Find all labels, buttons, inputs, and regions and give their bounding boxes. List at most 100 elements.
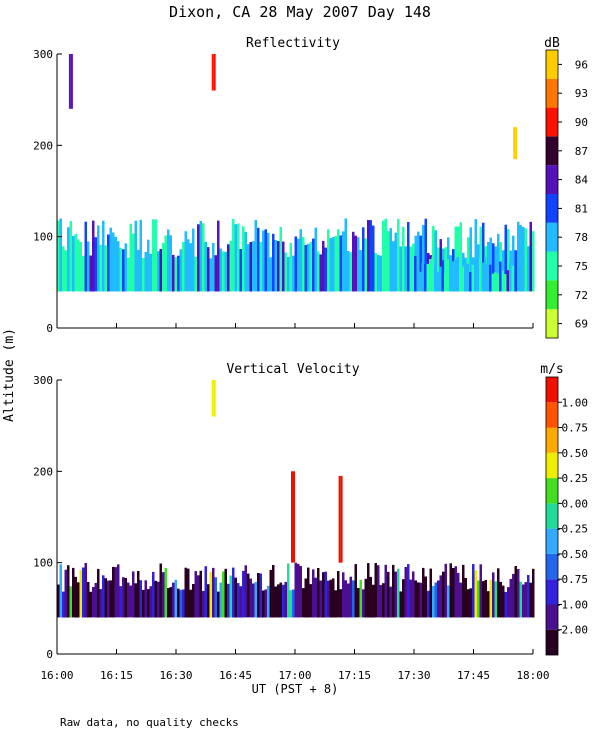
feature-0-cell — [352, 231, 355, 292]
feature-0-cell — [224, 251, 227, 292]
feature-1-cell — [469, 272, 472, 292]
feature-0-cell — [279, 226, 282, 292]
feature-0-cell — [204, 241, 207, 292]
feature-0-cell — [274, 240, 277, 292]
feature-0-cell — [312, 569, 315, 618]
feature-0-cell — [527, 246, 530, 292]
feature-0-cell — [259, 573, 262, 618]
feature-1-cell — [459, 260, 462, 292]
feature-0-cell — [172, 254, 175, 292]
feature-0-cell — [269, 257, 272, 292]
feature-0-cell — [402, 226, 405, 292]
feature-0-cell — [464, 578, 467, 618]
feature-0-cell — [199, 220, 202, 292]
feature-0-cell — [367, 563, 370, 618]
feature-0-cell — [87, 582, 90, 618]
x-tick-label: 16:45 — [219, 669, 252, 682]
feature-0-cell — [347, 583, 350, 618]
feature-0-cell — [202, 223, 205, 292]
colorbar-swatch — [546, 503, 558, 529]
feature-0-cell — [269, 569, 272, 618]
feature-0-cell — [109, 580, 112, 618]
feature-1 — [414, 255, 514, 292]
feature-0-cell — [322, 572, 325, 618]
feature-0-cell — [382, 583, 385, 618]
feature-3-cell — [213, 380, 216, 417]
feature-0-cell — [284, 252, 287, 292]
feature-1-cell — [496, 273, 499, 292]
feature-0-cell — [477, 580, 480, 618]
feature-0-cell — [354, 235, 357, 292]
feature-0-cell — [72, 235, 75, 292]
feature-0-cell — [319, 254, 322, 292]
feature-1-cell — [291, 471, 293, 563]
feature-0-cell — [204, 566, 207, 618]
feature-1-cell — [439, 266, 442, 292]
feature-0-cell — [127, 582, 130, 618]
feature-0-cell — [154, 219, 157, 292]
feature-0-cell — [434, 582, 437, 618]
colorbar-tick-label: 69 — [575, 318, 588, 331]
feature-0-cell — [164, 235, 167, 292]
colorbar-tick-label: -2.00 — [555, 624, 588, 637]
x-axis-label: UT (PST + 8) — [252, 682, 339, 696]
feature-0-cell — [509, 578, 512, 618]
feature-1-cell — [449, 273, 452, 292]
feature-0-cell — [327, 229, 330, 292]
colorbar-tick-label: -0.50 — [555, 548, 588, 561]
feature-0-cell — [59, 564, 62, 618]
feature-1-cell — [444, 273, 447, 292]
feature-0-cell — [97, 568, 100, 618]
feature-0-cell — [259, 241, 262, 292]
feature-0-cell — [57, 220, 60, 292]
feature-0-cell — [454, 226, 457, 292]
x-axis: 16:00 16:15 16:30 16:45 17:00 17:15 17:30 17:45… — [40, 323, 550, 682]
colorbar-swatch — [546, 251, 558, 281]
feature-0-cell — [112, 566, 115, 618]
feature-0-cell — [99, 244, 102, 292]
feature-0-cell — [409, 246, 412, 292]
feature-1-cell — [429, 259, 432, 292]
feature-0-cell — [194, 256, 197, 292]
feature-0-cell — [169, 587, 172, 618]
feature-0-cell — [502, 585, 505, 618]
feature-0-cell — [432, 586, 435, 618]
feature-0-cell — [324, 571, 327, 618]
feature-0-cell — [522, 584, 525, 618]
feature-0-cell — [219, 582, 222, 618]
feature-0-cell — [139, 219, 142, 292]
feature-0-cell — [189, 589, 192, 618]
feature-0-cell — [422, 567, 425, 618]
feature-0-cell — [302, 588, 305, 618]
feature-0-cell — [67, 227, 70, 292]
feature-0-cell — [387, 231, 390, 292]
feature-0-cell — [107, 234, 110, 292]
feature-0-cell — [449, 563, 452, 618]
feature-1-cell — [421, 262, 424, 292]
feature-0-cell — [207, 247, 210, 292]
colorbar-swatch — [546, 553, 558, 580]
feature-0-cell — [372, 584, 375, 618]
feature-0-cell — [289, 242, 292, 292]
feature-1-cell — [441, 260, 444, 292]
feature-0-cell — [412, 571, 415, 618]
feature-0-cell — [144, 252, 147, 292]
feature-0-cell — [417, 582, 420, 618]
feature-0-cell — [277, 241, 280, 292]
feature-0-cell — [162, 572, 165, 618]
feature-0-cell — [79, 569, 82, 618]
feature-0-cell — [227, 583, 230, 618]
feature-0-cell — [332, 578, 335, 618]
feature-0-cell — [279, 582, 282, 618]
feature-0-cell — [87, 241, 90, 292]
feature-0-cell — [287, 563, 290, 618]
feature-0-cell — [262, 590, 265, 618]
feature-0-cell — [482, 222, 485, 292]
feature-0-cell — [177, 588, 180, 618]
feature-0-cell — [329, 238, 332, 292]
feature-0-cell — [469, 588, 472, 618]
feature-0-cell — [299, 229, 302, 292]
feature-0-cell — [364, 238, 367, 292]
feature-0-cell — [397, 218, 400, 292]
feature-0-cell — [479, 564, 482, 618]
